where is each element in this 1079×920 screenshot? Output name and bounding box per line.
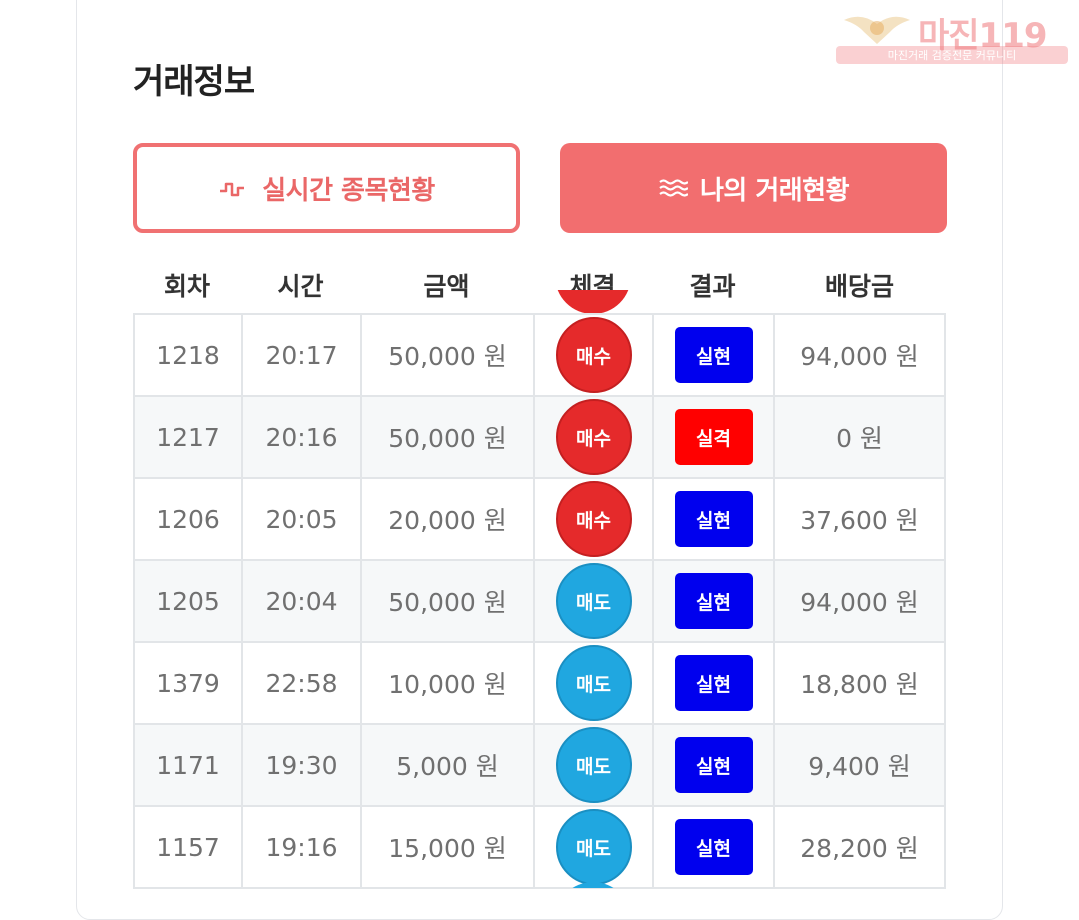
table-row: 1206 20:05 20,000 원 매수 실현 37,600 원 <box>133 479 946 561</box>
result-cell: 실현 <box>652 315 773 395</box>
result-badge: 실현 <box>674 655 753 711</box>
trade-cell: 매수 <box>533 479 652 559</box>
trade-table: 1218 20:17 50,000 원 매수 실현 94,000 원 1217 … <box>133 313 946 889</box>
result-badge: 실현 <box>674 819 753 875</box>
trade-cell: 매도 <box>533 725 652 805</box>
round-cell: 1157 <box>133 807 241 887</box>
round-cell: 1205 <box>133 561 241 641</box>
eagle-emblem-icon <box>844 16 910 44</box>
table-header: 회차 시간 금액 체결 결과 배당금 <box>133 262 946 308</box>
sell-badge: 매도 <box>555 563 632 639</box>
table-row: 1217 20:16 50,000 원 매수 실격 0 원 <box>133 397 946 479</box>
table-row: 1218 20:17 50,000 원 매수 실현 94,000 원 <box>133 315 946 397</box>
result-cell: 실격 <box>652 397 773 477</box>
time-cell: 20:17 <box>241 315 360 395</box>
time-cell: 20:04 <box>241 561 360 641</box>
realtime-status-label: 실시간 종목현황 <box>262 175 435 206</box>
header-round: 회차 <box>163 272 210 301</box>
result-cell: 실현 <box>652 479 773 559</box>
amount-cell: 50,000 원 <box>360 561 533 641</box>
round-cell: 1379 <box>133 643 241 723</box>
sell-badge: 매도 <box>555 809 632 885</box>
round-cell: 1171 <box>133 725 241 805</box>
trade-cell: 매도 <box>533 561 652 641</box>
trade-cell: 매수 <box>533 315 652 395</box>
payout-cell: 94,000 원 <box>773 315 946 395</box>
result-cell: 실현 <box>652 807 773 887</box>
payout-cell: 28,200 원 <box>773 807 946 887</box>
result-cell: 실현 <box>652 643 773 723</box>
buy-badge: 매수 <box>555 317 632 393</box>
round-cell: 1218 <box>133 315 241 395</box>
result-cell: 실현 <box>652 725 773 805</box>
result-badge: 실격 <box>674 409 753 465</box>
watermark-sub-text: 마진거래 검증전문 커뮤니티 <box>836 46 1068 64</box>
amount-cell: 10,000 원 <box>360 643 533 723</box>
watermark-logo: 마진119 마진거래 검증전문 커뮤니티 <box>836 8 1068 64</box>
trade-cell: 매수 <box>533 397 652 477</box>
trade-cell: 매도 <box>533 807 652 887</box>
amount-cell: 15,000 원 <box>360 807 533 887</box>
table-row: 1157 19:16 15,000 원 매도 실현 28,200 원 <box>133 807 946 889</box>
result-cell: 실현 <box>652 561 773 641</box>
waves-icon <box>658 177 688 199</box>
amount-cell: 5,000 원 <box>360 725 533 805</box>
round-cell: 1217 <box>133 397 241 477</box>
payout-cell: 37,600 원 <box>773 479 946 559</box>
payout-cell: 18,800 원 <box>773 643 946 723</box>
scrolled-row-marker <box>555 290 631 314</box>
time-cell: 20:05 <box>241 479 360 559</box>
payout-cell: 0 원 <box>773 397 946 477</box>
buy-badge: 매수 <box>555 399 632 475</box>
sell-badge: 매도 <box>555 727 632 803</box>
table-row: 1379 22:58 10,000 원 매도 실현 18,800 원 <box>133 643 946 725</box>
result-badge: 실현 <box>674 573 753 629</box>
buy-badge: 매수 <box>555 481 632 557</box>
round-cell: 1206 <box>133 479 241 559</box>
realtime-status-button[interactable]: 실시간 종목현황 <box>133 143 520 233</box>
table-row: 1171 19:30 5,000 원 매도 실현 9,400 원 <box>133 725 946 807</box>
pulse-icon <box>218 176 250 200</box>
time-cell: 19:30 <box>241 725 360 805</box>
amount-cell: 50,000 원 <box>360 315 533 395</box>
amount-cell: 20,000 원 <box>360 479 533 559</box>
time-cell: 19:16 <box>241 807 360 887</box>
result-badge: 실현 <box>674 491 753 547</box>
header-amount: 금액 <box>423 272 470 301</box>
table-row: 1205 20:04 50,000 원 매도 실현 94,000 원 <box>133 561 946 643</box>
watermark-main-text: 마진119 <box>918 16 1048 56</box>
time-cell: 22:58 <box>241 643 360 723</box>
my-trades-label: 나의 거래현황 <box>699 175 850 206</box>
header-result: 결과 <box>689 272 736 301</box>
header-payout: 배당금 <box>824 272 894 301</box>
result-badge: 실현 <box>674 327 753 383</box>
payout-cell: 9,400 원 <box>773 725 946 805</box>
trade-cell: 매도 <box>533 643 652 723</box>
my-trades-button[interactable]: 나의 거래현황 <box>560 143 947 233</box>
time-cell: 20:16 <box>241 397 360 477</box>
page-title: 거래정보 <box>133 62 255 102</box>
header-time: 시간 <box>277 272 324 301</box>
result-badge: 실현 <box>674 737 753 793</box>
next-row-marker <box>555 882 631 888</box>
amount-cell: 50,000 원 <box>360 397 533 477</box>
sell-badge: 매도 <box>555 645 632 721</box>
payout-cell: 94,000 원 <box>773 561 946 641</box>
